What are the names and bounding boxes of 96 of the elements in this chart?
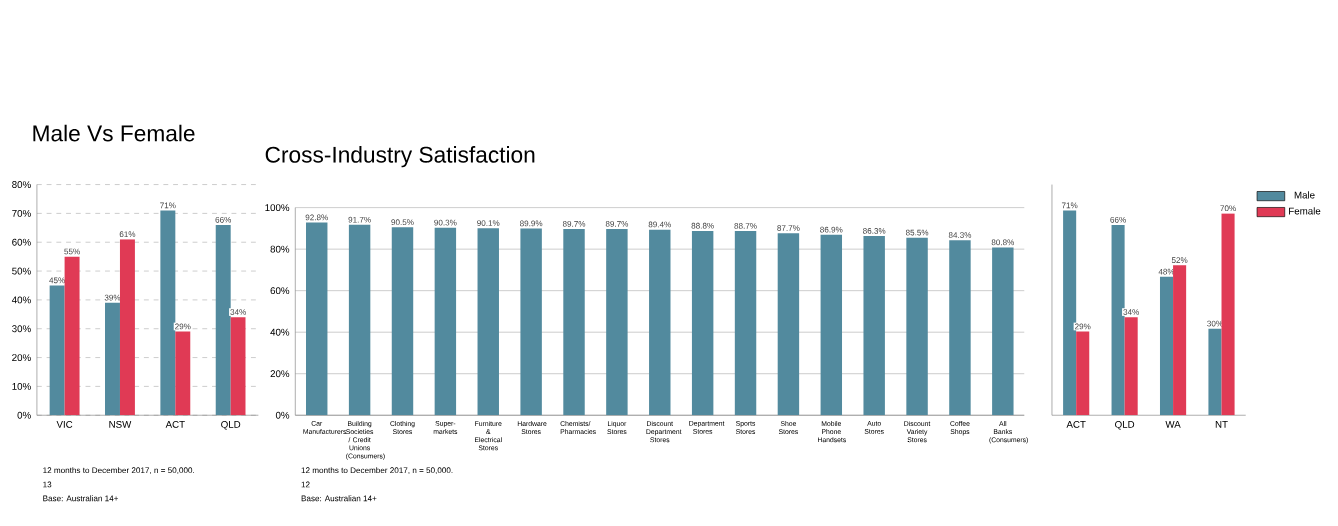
- bar: [906, 237, 928, 416]
- x-tick-label: QLD: [221, 420, 241, 430]
- data-label: 86.9%: [820, 226, 843, 233]
- bar: [992, 247, 1014, 416]
- y-tick-label: 80%: [12, 181, 31, 189]
- bar: [1124, 317, 1138, 416]
- bar: [1173, 265, 1187, 416]
- text: 12 months to December 2017, n = 50,000.: [301, 467, 453, 475]
- data-label: 55%: [64, 248, 80, 255]
- data-label: 90.1%: [477, 220, 500, 226]
- data-label: 71%: [1061, 202, 1078, 209]
- text: 12: [301, 481, 310, 488]
- chart-title: Cross-Industry Satisfaction: [265, 146, 535, 168]
- bar: [348, 224, 371, 416]
- bar: [64, 256, 80, 416]
- data-label: 84.3%: [948, 232, 972, 238]
- bar: [520, 228, 542, 416]
- bar: [777, 233, 800, 416]
- bar: [1063, 210, 1077, 416]
- bar: [391, 227, 414, 416]
- bar: [606, 229, 628, 416]
- bar: [734, 231, 757, 416]
- y-tick-label: 20%: [12, 354, 31, 362]
- y-tick-label: 20%: [270, 370, 290, 378]
- bar: [1221, 213, 1235, 416]
- y-tick-label: 60%: [12, 238, 31, 246]
- bar: [1076, 331, 1090, 416]
- chart-title: Male Vs Female: [33, 124, 195, 142]
- data-label: 34%: [1123, 309, 1139, 315]
- data-label: 29%: [1075, 323, 1091, 330]
- data-label: 89.9%: [519, 220, 543, 227]
- data-label: 88.8%: [691, 222, 714, 229]
- bar: [215, 224, 231, 416]
- bar: [49, 285, 65, 416]
- bar: [160, 210, 176, 416]
- legend-label: Female: [1289, 207, 1321, 215]
- data-label: 87.7%: [777, 225, 800, 231]
- data-label: 45%: [49, 277, 65, 284]
- data-label: 39%: [104, 294, 121, 301]
- y-tick-label: 100%: [265, 204, 290, 212]
- y-tick-label: 60%: [270, 287, 290, 295]
- data-label: 90.3%: [434, 219, 457, 226]
- x-tick-label: ACT: [165, 420, 185, 428]
- bar: [1111, 224, 1125, 416]
- text: Base: Australian 14+: [43, 495, 119, 502]
- x-tick-label: WA: [1165, 420, 1181, 428]
- data-label: 61%: [119, 231, 136, 238]
- text: Base: Australian 14+: [301, 495, 377, 502]
- data-label: 89.7%: [562, 221, 586, 227]
- legend-label: Male: [1294, 191, 1315, 199]
- data-label: 86.3%: [863, 228, 886, 234]
- x-tick-label: QLD: [1115, 420, 1135, 430]
- bar: [1208, 328, 1222, 416]
- data-label: 52%: [1171, 257, 1188, 264]
- data-label: 92.8%: [305, 214, 328, 221]
- data-label: 90.5%: [391, 219, 414, 226]
- bar: [820, 234, 843, 416]
- data-label: 71%: [160, 202, 176, 209]
- bar: [477, 228, 499, 416]
- bar: [306, 222, 328, 416]
- data-label: 88.7%: [734, 223, 757, 229]
- y-tick-label: 0%: [275, 411, 290, 419]
- y-tick-label: 40%: [270, 328, 290, 336]
- y-tick-label: 50%: [12, 267, 31, 275]
- x-tick-label: NT: [1215, 420, 1228, 428]
- data-label: 89.7%: [605, 221, 629, 227]
- bar: [563, 229, 585, 416]
- bar: [175, 331, 191, 416]
- bar: [434, 227, 457, 416]
- bar: [1159, 276, 1174, 416]
- bar: [230, 317, 246, 416]
- bar: [649, 229, 671, 416]
- x-tick-label: VIC: [56, 420, 73, 428]
- y-tick-label: 40%: [11, 296, 31, 304]
- x-tick-label: NSW: [109, 420, 132, 428]
- y-tick-label: 80%: [270, 245, 290, 253]
- bar: [119, 239, 135, 416]
- data-label: 91.7%: [348, 216, 371, 223]
- y-tick-label: 70%: [12, 209, 31, 217]
- bar: [691, 230, 714, 416]
- x-tick-label: ACT: [1066, 420, 1086, 428]
- bar: [949, 240, 971, 416]
- data-label: 85.5%: [905, 229, 929, 236]
- data-label: 80.8%: [991, 239, 1015, 246]
- y-tick-label: 30%: [12, 325, 31, 333]
- bar: [863, 236, 885, 416]
- data-label: 66%: [215, 216, 232, 223]
- text: 13: [43, 481, 52, 488]
- data-label: 34%: [230, 309, 246, 315]
- data-label: 29%: [175, 323, 191, 330]
- y-tick-label: 0%: [17, 411, 31, 419]
- data-label: 70%: [1220, 205, 1236, 212]
- data-label: 66%: [1110, 216, 1126, 223]
- y-tick-label: 10%: [12, 382, 31, 390]
- data-label: 89.4%: [648, 221, 671, 228]
- text: 12 months to December 2017, n = 50,000.: [43, 467, 195, 475]
